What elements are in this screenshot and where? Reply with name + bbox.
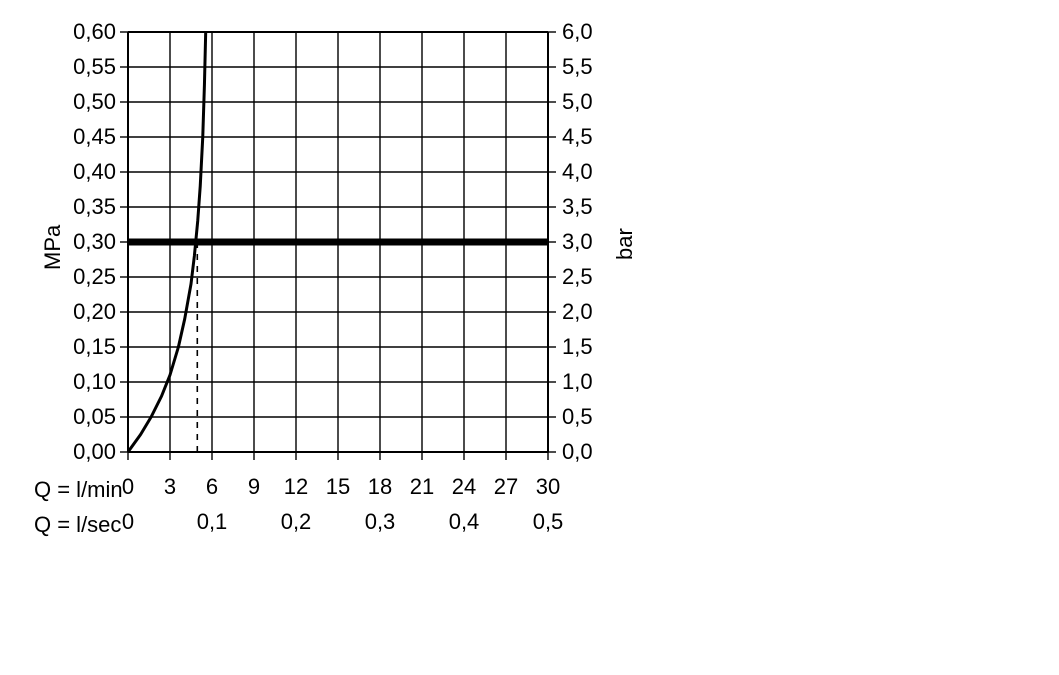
y-right-tick-label: 2,5 (562, 264, 593, 289)
chart-svg: 0,000,050,100,150,200,250,300,350,400,45… (0, 0, 1059, 675)
y-right-tick-label: 3,5 (562, 194, 593, 219)
y-right-tick-label: 2,0 (562, 299, 593, 324)
x2-tick-label: 0,2 (281, 509, 312, 534)
x1-tick-label: 3 (164, 474, 176, 499)
y-left-tick-label: 0,00 (73, 439, 116, 464)
flow-pressure-chart: MPa bar Q = l/min Q = l/sec 0,000,050,10… (0, 0, 1059, 675)
x2-tick-label: 0,1 (197, 509, 228, 534)
y-right-tick-label: 0,5 (562, 404, 593, 429)
y-left-tick-label: 0,25 (73, 264, 116, 289)
y-left-tick-label: 0,50 (73, 89, 116, 114)
x2-tick-label: 0,4 (449, 509, 480, 534)
y-left-tick-label: 0,60 (73, 19, 116, 44)
y-right-axis-label: bar (612, 228, 638, 260)
x1-tick-label: 6 (206, 474, 218, 499)
y-right-tick-label: 1,0 (562, 369, 593, 394)
y-right-tick-label: 3,0 (562, 229, 593, 254)
x1-tick-label: 30 (536, 474, 560, 499)
x2-tick-label: 0,5 (533, 509, 564, 534)
y-left-tick-label: 0,20 (73, 299, 116, 324)
y-right-tick-label: 4,0 (562, 159, 593, 184)
y-left-tick-label: 0,15 (73, 334, 116, 359)
y-left-tick-label: 0,45 (73, 124, 116, 149)
y-left-tick-label: 0,55 (73, 54, 116, 79)
y-left-tick-label: 0,10 (73, 369, 116, 394)
x1-tick-label: 9 (248, 474, 260, 499)
x2-tick-label: 0,3 (365, 509, 396, 534)
x2-tick-label: 0 (122, 509, 134, 534)
y-right-tick-label: 4,5 (562, 124, 593, 149)
x1-tick-label: 21 (410, 474, 434, 499)
y-left-tick-label: 0,05 (73, 404, 116, 429)
x1-tick-label: 24 (452, 474, 476, 499)
y-right-tick-label: 5,5 (562, 54, 593, 79)
y-left-tick-label: 0,35 (73, 194, 116, 219)
x1-tick-label: 27 (494, 474, 518, 499)
x1-tick-label: 0 (122, 474, 134, 499)
x-axis-2-label: Q = l/sec (34, 512, 121, 538)
x1-tick-label: 18 (368, 474, 392, 499)
y-left-tick-label: 0,30 (73, 229, 116, 254)
y-right-tick-label: 5,0 (562, 89, 593, 114)
y-right-tick-label: 6,0 (562, 19, 593, 44)
x1-tick-label: 12 (284, 474, 308, 499)
x1-tick-label: 15 (326, 474, 350, 499)
y-right-tick-label: 0,0 (562, 439, 593, 464)
y-left-axis-label: MPa (40, 225, 66, 270)
y-left-tick-label: 0,40 (73, 159, 116, 184)
x-axis-1-label: Q = l/min (34, 477, 123, 503)
y-right-tick-label: 1,5 (562, 334, 593, 359)
